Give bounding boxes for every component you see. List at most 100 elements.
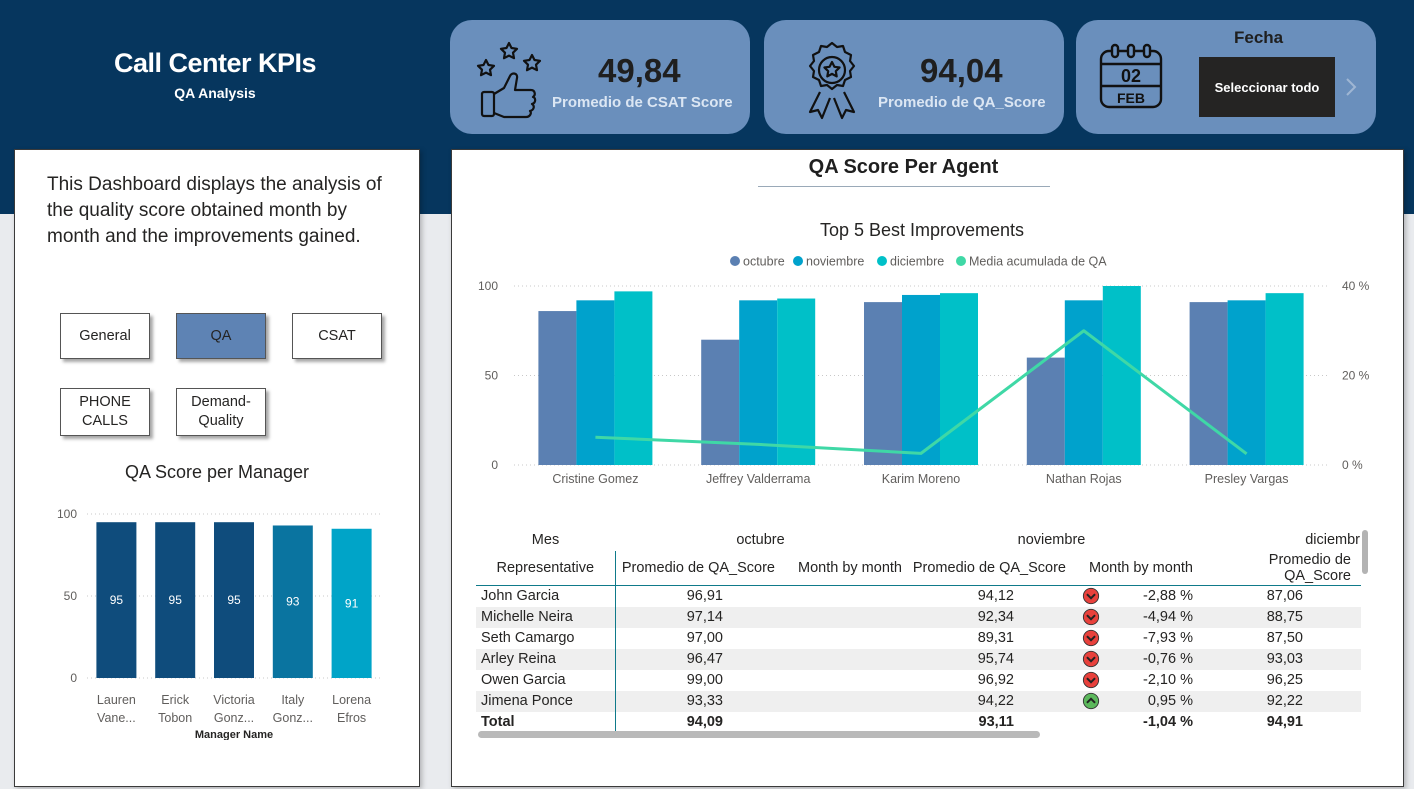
column-header[interactable]: Representative: [476, 551, 616, 586]
bar-noviembre[interactable]: [1227, 300, 1266, 465]
total-label: Total: [476, 711, 616, 733]
representative-name: Michelle Neira: [476, 606, 616, 628]
qa-table-viewport[interactable]: Mes octubre noviembre diciembr Represent…: [476, 528, 1361, 746]
bar-diciembre[interactable]: [777, 298, 816, 465]
qa-score-noviembre: 92,34: [977, 609, 1014, 625]
qa-score-diciembre: 87,50: [1266, 630, 1303, 646]
nav-button-qa[interactable]: QA: [176, 313, 266, 359]
month-header-noviembre: noviembre: [1017, 531, 1086, 548]
qa-score-table: Mes octubre noviembre diciembr Represent…: [476, 528, 1361, 733]
qa-score-diciembre: 88,75: [1266, 609, 1303, 625]
y-tick-label: 0: [70, 671, 77, 685]
month-by-month-noviembre: -2,88 %: [1072, 586, 1197, 607]
x-tick-label: Karim Moreno: [882, 472, 961, 486]
column-header[interactable]: Promedio de QA_Score: [1197, 551, 1361, 586]
left-panel: This Dashboard displays the analysis of …: [14, 149, 420, 787]
chevron-right-icon[interactable]: [1344, 76, 1358, 98]
nav-button-label: CSAT: [318, 327, 356, 344]
qa-score-noviembre: 89,31: [977, 630, 1014, 646]
horizontal-scrollbar[interactable]: [478, 731, 1040, 738]
legend-label[interactable]: noviembre: [806, 255, 864, 269]
month-by-month-noviembre: -4,94 %: [1072, 607, 1197, 628]
table-row[interactable]: Jimena Ponce 93,33 94,22 0,95 % 92,22: [476, 690, 1361, 712]
nav-button-csat[interactable]: CSAT: [292, 313, 382, 359]
column-header[interactable]: Month by month: [1072, 551, 1197, 586]
x-tick-label: Erick: [161, 693, 190, 707]
nav-button-label: General: [79, 327, 131, 344]
month-by-month-noviembre: -0,76 %: [1072, 649, 1197, 670]
legend-label[interactable]: diciembre: [890, 255, 944, 269]
select-all-button[interactable]: Seleccionar todo: [1199, 57, 1335, 117]
bar-noviembre[interactable]: [902, 294, 940, 465]
improvements-combo-chart: 0 50 100 0 % 20 % 40 % octubre noviembre diciemb…: [478, 255, 1370, 487]
nav-button-phone-calls[interactable]: PHONE CALLS: [60, 388, 150, 436]
x-tick-label: Gonz...: [214, 711, 254, 725]
table-row[interactable]: Seth Camargo 97,00 89,31 -7,93 % 87,50: [476, 627, 1361, 649]
month-by-month-octubre: [781, 691, 906, 712]
nav-button-label: QA: [210, 327, 232, 344]
month-change-value: -2,88 %: [1143, 588, 1193, 605]
bar-octubre[interactable]: [864, 302, 902, 465]
total-diciembre: 94,91: [1266, 714, 1303, 730]
bar-noviembre[interactable]: [1064, 300, 1103, 465]
total-octubre: 94,09: [686, 714, 723, 730]
nav-button-general[interactable]: General: [60, 313, 150, 359]
month-change-value: -4,94 %: [1143, 608, 1193, 625]
thumbs-up-stars-icon: [476, 41, 542, 119]
trend-down-icon: [1082, 588, 1100, 605]
bar-diciembre[interactable]: [614, 291, 653, 465]
bar-noviembre[interactable]: [739, 300, 778, 465]
kpi-qa-value: 94,04: [920, 52, 1003, 89]
manager-bar[interactable]: [331, 528, 372, 678]
qa-score-octubre: 99,00: [686, 672, 723, 688]
trend-down-icon: [1082, 608, 1100, 626]
total-month-by-month: -1,04 %: [1143, 714, 1193, 730]
x-tick-label: Victoria: [213, 693, 255, 707]
month-header-label: Mes: [531, 531, 560, 548]
x-tick-label: Cristine Gomez: [552, 472, 638, 486]
table-row[interactable]: Owen Garcia 99,00 96,92 -2,10 % 96,25: [476, 669, 1361, 691]
legend-label[interactable]: octubre: [743, 255, 785, 269]
x-tick-label: Tobon: [158, 711, 192, 725]
cumulative-qa-line[interactable]: [595, 329, 1248, 456]
bar-diciembre[interactable]: [1102, 286, 1141, 465]
nav-button-demand-quality[interactable]: Demand- Quality: [176, 388, 266, 436]
bar-diciembre[interactable]: [940, 293, 978, 465]
x-tick-label: Gonz...: [273, 711, 313, 725]
month-by-month-octubre: [781, 628, 906, 649]
bar-octubre[interactable]: [1026, 357, 1065, 465]
table-row[interactable]: Michelle Neira 97,14 92,34 -4,94 % 88,75: [476, 606, 1361, 628]
legend-marker: [956, 256, 966, 266]
table-row[interactable]: Arley Reina 96,47 95,74 -0,76 % 93,03: [476, 648, 1361, 670]
manager-bar[interactable]: [272, 525, 313, 678]
brand: Call Center KPIs QA Analysis: [60, 48, 370, 101]
month-by-month-octubre: [781, 649, 906, 670]
column-header[interactable]: Promedio de QA_Score: [906, 551, 1072, 586]
bar-diciembre[interactable]: [1265, 293, 1304, 465]
manager-bar[interactable]: [96, 522, 137, 678]
representative-name: John Garcia: [476, 585, 616, 607]
vertical-scrollbar[interactable]: [1362, 530, 1368, 574]
bar-octubre[interactable]: [538, 311, 577, 465]
y-tick-label: 50: [64, 589, 78, 603]
y-tick-label: 100: [478, 279, 498, 293]
table-header-months: Mes octubre noviembre diciembr: [476, 528, 1361, 551]
month-header-diciembre: diciembr: [1305, 531, 1360, 548]
y-tick-label: 100: [57, 507, 77, 521]
bar-octubre[interactable]: [701, 339, 740, 465]
qa-score-diciembre: 93,03: [1266, 651, 1303, 667]
month-change-value: 0,95 %: [1147, 692, 1193, 709]
bar-octubre[interactable]: [1189, 302, 1228, 465]
manager-bar[interactable]: [155, 522, 196, 678]
bar-noviembre[interactable]: [576, 300, 615, 465]
column-header[interactable]: Month by month: [781, 551, 906, 586]
column-header[interactable]: Promedio de QA_Score: [615, 551, 781, 586]
qa-score-noviembre: 94,22: [977, 693, 1014, 709]
legend-label[interactable]: Media acumulada de QA: [969, 255, 1107, 269]
table-row[interactable]: John Garcia 96,91 94,12 -2,88 % 87,06: [476, 585, 1361, 607]
x-axis-title: Manager Name: [195, 729, 273, 740]
nav-button-label: PHONE CALLS: [79, 394, 131, 429]
manager-bar[interactable]: [214, 522, 254, 678]
kpi-card-csat: 49,84 Promedio de CSAT Score: [450, 20, 750, 134]
x-tick-label: Lorena: [332, 693, 371, 707]
